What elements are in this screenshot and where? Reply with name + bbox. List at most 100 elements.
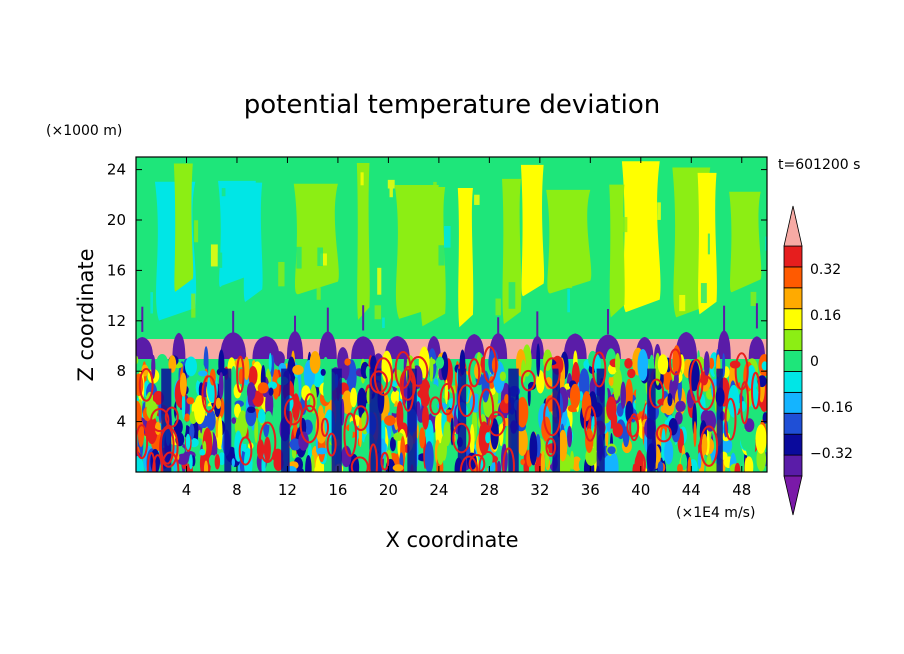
warm-swirl <box>164 406 179 428</box>
colorbar-segment <box>783 454 803 477</box>
turbulent-cell <box>615 353 621 373</box>
upper-streak <box>729 191 762 293</box>
plume-spike <box>294 315 297 341</box>
upper-detail <box>149 242 154 261</box>
turbulent-cell <box>625 378 633 410</box>
turbulent-cell <box>516 396 529 428</box>
plume-top <box>172 332 186 360</box>
warm-swirl <box>304 393 316 413</box>
plume-spike <box>606 309 609 335</box>
turbulent-cell <box>706 453 712 472</box>
turbulent-cell <box>341 390 353 415</box>
downdraft-column <box>596 368 605 472</box>
turbulent-cell <box>396 400 404 431</box>
turbulent-cell <box>185 433 191 450</box>
warm-swirl <box>146 451 156 472</box>
upper-detail <box>221 188 226 197</box>
upper-streak <box>457 187 474 328</box>
plume-tops <box>136 303 766 360</box>
y-tick-label: 16 <box>107 261 126 279</box>
turbulent-cell <box>320 368 326 376</box>
upper-detail <box>217 252 223 268</box>
plume-top <box>563 333 587 360</box>
turbulent-cell <box>536 343 541 377</box>
x-tick-label: 16 <box>328 481 347 499</box>
turbulent-cell <box>181 391 186 420</box>
turbulent-cell <box>567 425 573 448</box>
colorbar-tick-label: −0.32 <box>810 446 853 462</box>
turbulent-cell <box>189 423 195 440</box>
warm-swirl <box>373 357 394 396</box>
colorbar-segment <box>783 308 803 331</box>
turbulent-cell <box>606 396 617 421</box>
upper-detail <box>316 287 321 300</box>
colorbar-segment <box>783 287 803 310</box>
warm-swirl <box>520 369 536 392</box>
turbulent-cell <box>761 361 767 371</box>
turbulent-cell <box>444 379 448 405</box>
plume-spike <box>497 317 500 343</box>
turbulent-cell <box>581 391 592 422</box>
turbulent-cell <box>246 382 256 401</box>
turbulent-cell <box>298 431 309 451</box>
turbulent-cell <box>620 381 626 409</box>
turbulent-cell <box>429 356 434 382</box>
turbulent-cell <box>481 370 490 403</box>
plume-spike <box>362 305 365 331</box>
turbulent-cell <box>687 456 692 472</box>
warm-swirl <box>583 405 597 442</box>
turbulent-cell <box>399 452 404 468</box>
turbulent-cell <box>485 432 491 444</box>
turbulent-cell <box>152 390 164 405</box>
x-tick-label: 40 <box>631 481 650 499</box>
turbulent-cell <box>390 390 401 405</box>
plume-spike <box>141 306 144 332</box>
turbulent-cell <box>292 364 304 375</box>
upper-detail <box>317 247 323 267</box>
plot-frame <box>135 156 768 473</box>
x-tick-label: 48 <box>732 481 751 499</box>
turbulent-cell <box>203 460 209 472</box>
turbulent-cell <box>176 453 189 465</box>
upper-detail <box>374 305 382 320</box>
upper-detail <box>588 171 595 189</box>
turbulent-cell <box>520 458 525 466</box>
colorbar-tick-label: −0.16 <box>810 400 853 416</box>
turbulent-cell <box>348 427 353 440</box>
turbulent-cell <box>206 409 216 431</box>
turbulent-cell <box>701 433 708 456</box>
turbulent-cell <box>393 432 404 441</box>
colorbar-tick-label: 0.32 <box>810 262 841 278</box>
turbulent-cell <box>528 413 533 439</box>
turbulent-cell <box>657 354 669 375</box>
plume-spike <box>723 305 726 331</box>
turbulent-cell <box>268 352 272 372</box>
turbulent-cell <box>384 415 396 426</box>
turbulent-cell <box>664 439 674 465</box>
warm-swirl <box>750 371 761 410</box>
turbulent-cell <box>179 372 187 397</box>
warm-swirl <box>429 396 442 416</box>
turbulent-cell <box>499 371 507 382</box>
warm-swirl <box>669 348 682 376</box>
warm-swirl <box>696 375 716 411</box>
turbulent-cell <box>299 468 304 472</box>
plume-top <box>384 335 410 360</box>
downdraft-column <box>716 368 723 472</box>
warm-swirl <box>368 443 378 472</box>
colorbar-tick-label: 0 <box>810 354 819 370</box>
upper-detail <box>320 253 327 266</box>
warm-swirl <box>138 367 154 402</box>
x-axis-ticks: 4 8 12 16 20 24 28 32 36 40 44 48 <box>182 157 751 499</box>
warm-swirl <box>320 417 330 437</box>
turbulent-cell <box>435 356 445 369</box>
upper-detail <box>495 298 501 316</box>
turbulent-cell <box>564 383 571 390</box>
warm-swirl <box>543 397 562 437</box>
warm-swirl <box>380 451 390 471</box>
turbulent-cell <box>674 411 683 425</box>
turbulent-cell <box>667 393 673 407</box>
turbulent-cell <box>193 395 206 425</box>
turbulent-cell <box>248 366 258 386</box>
